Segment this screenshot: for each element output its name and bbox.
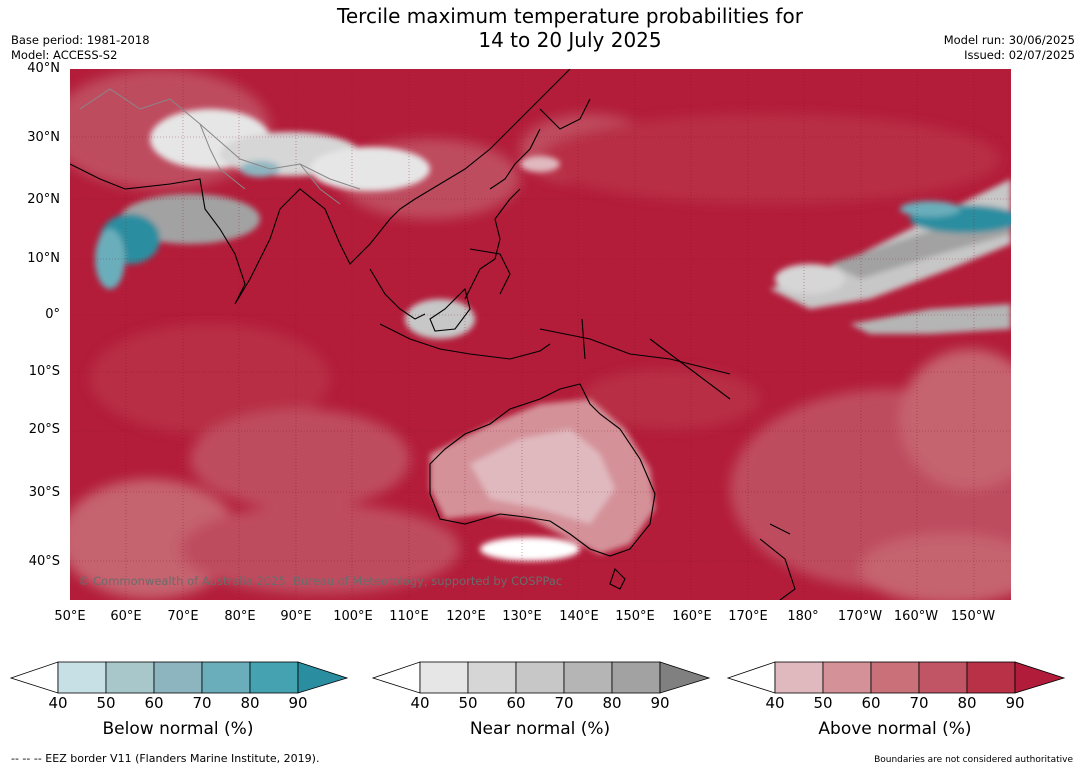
- cb-tick: 40: [765, 694, 785, 712]
- coastlines: [70, 69, 796, 600]
- colorbar-title: Above normal (%): [818, 719, 972, 739]
- boundaries-note: Boundaries are not considered authoritat…: [874, 755, 1073, 765]
- model-run: Model run: 30/06/2025: [943, 33, 1075, 47]
- eez-note: -- -- -- EEZ border V11 (Flanders Marine…: [11, 752, 320, 765]
- lon-label: 180°: [787, 609, 819, 624]
- cb-tick: 50: [813, 694, 833, 712]
- cb-tick: 60: [861, 694, 881, 712]
- meta-left: Base period: 1981-2018 Model: ACCESS-S2: [11, 33, 150, 63]
- map-title: Tercile maximum temperature probabilitie…: [0, 4, 1085, 52]
- cb-tick: 70: [554, 694, 574, 712]
- lat-label: 20°S: [28, 422, 60, 437]
- graticule: [70, 69, 1011, 600]
- colorbar-below-normal: [10, 661, 349, 694]
- cb-tick: 90: [1005, 694, 1025, 712]
- issued-date: Issued: 02/07/2025: [964, 48, 1075, 62]
- lon-label: 50°E: [54, 609, 86, 624]
- lon-label: 80°E: [224, 609, 256, 624]
- cb-tick: 50: [96, 694, 116, 712]
- cb-tick: 70: [192, 694, 212, 712]
- lon-label: 60°E: [110, 609, 142, 624]
- cb-tick: 80: [957, 694, 977, 712]
- lon-label: 90°E: [280, 609, 312, 624]
- cb-tick: 90: [650, 694, 670, 712]
- model-name: Model: ACCESS-S2: [11, 48, 118, 62]
- lon-label: 170°W: [837, 609, 883, 624]
- country-borders: [79, 88, 361, 205]
- lon-label: 110°E: [389, 609, 429, 624]
- lat-label: 30°S: [28, 485, 60, 500]
- lat-label: 20°N: [27, 192, 60, 207]
- lat-label: 0°: [45, 307, 60, 322]
- cb-tick: 50: [458, 694, 478, 712]
- lon-label: 70°E: [167, 609, 199, 624]
- cb-tick: 40: [48, 694, 68, 712]
- near-normal-pacific: [770, 179, 1011, 334]
- copyright-text: © Commonwealth of Australia 2025, Bureau…: [78, 574, 562, 588]
- lat-label: 10°S: [28, 364, 60, 379]
- lat-label: 30°N: [27, 130, 60, 145]
- lon-label: 150°E: [615, 609, 655, 624]
- cb-tick: 40: [410, 694, 430, 712]
- above-normal-texture: [70, 69, 1011, 600]
- lon-label: 150°W: [950, 609, 996, 624]
- lat-label: 40°N: [27, 61, 60, 76]
- cb-tick: 70: [909, 694, 929, 712]
- lon-label: 100°E: [333, 609, 373, 624]
- cb-tick: 80: [240, 694, 260, 712]
- colorbar-title: Near normal (%): [469, 719, 611, 739]
- cb-tick: 60: [506, 694, 526, 712]
- base-period: Base period: 1981-2018: [11, 33, 150, 47]
- lon-label: 140°E: [559, 609, 599, 624]
- meta-right: Model run: 30/06/2025 Issued: 02/07/2025: [944, 33, 1075, 63]
- lat-label: 40°S: [28, 554, 60, 569]
- lat-label: 10°N: [27, 251, 60, 266]
- colorbar-near-normal: [372, 661, 711, 694]
- lon-label: 160°E: [672, 609, 712, 624]
- australia-interior-shading: [430, 399, 655, 561]
- lon-label: 160°W: [893, 609, 939, 624]
- lon-label: 170°E: [728, 609, 768, 624]
- title-line-1: Tercile maximum temperature probabilitie…: [337, 4, 803, 28]
- cb-tick: 60: [144, 694, 164, 712]
- map-svg: © Commonwealth of Australia 2025, Bureau…: [70, 69, 1011, 600]
- cb-tick: 90: [288, 694, 308, 712]
- cb-tick: 80: [602, 694, 622, 712]
- colorbar-above-normal: [727, 661, 1066, 694]
- colorbar-title: Below normal (%): [102, 719, 254, 739]
- lon-label: 130°E: [502, 609, 542, 624]
- probability-map: © Commonwealth of Australia 2025, Bureau…: [70, 69, 1011, 600]
- lon-label: 120°E: [446, 609, 486, 624]
- title-line-2: 14 to 20 July 2025: [478, 28, 662, 52]
